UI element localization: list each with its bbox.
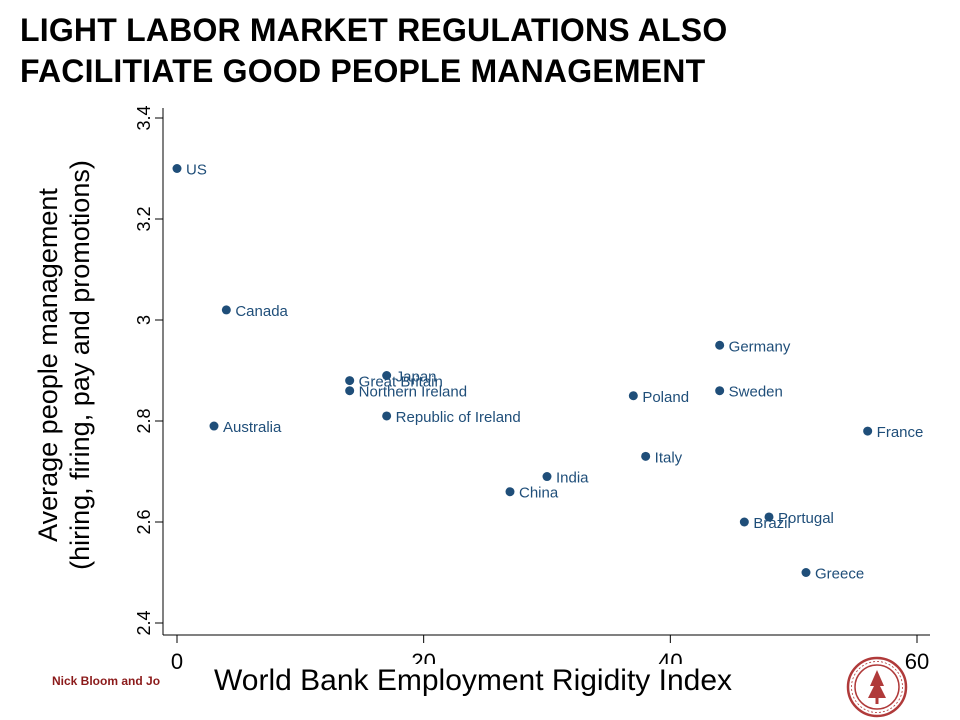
x-tick-label: 60 [905,649,929,674]
data-point: Republic of Ireland [382,409,521,426]
point-marker [739,517,749,527]
data-point: Brazil [739,515,791,532]
y-axis-label-line-1: Average people management [33,188,63,542]
point-marker [345,376,355,386]
data-point: Great Britain [345,374,443,391]
point-label: France [877,424,924,441]
data-point: Greece [801,566,864,583]
point-label: Sweden [729,384,783,401]
point-label: Germany [729,338,791,355]
x-tick-label: 0 [171,649,183,674]
point-label: Great Britain [359,374,443,391]
slide-title-line-2: FACILITIATE GOOD PEOPLE MANAGEMENT [20,53,706,89]
data-point: Sweden [715,384,783,401]
data-point: India [542,470,589,487]
point-marker [382,411,392,421]
point-marker [221,305,231,315]
point-marker [172,164,182,173]
point-label: Republic of Ireland [396,409,521,426]
data-point: US [172,162,207,179]
point-marker [209,421,219,431]
point-marker [505,487,515,497]
point-label: Greece [815,566,864,583]
data-point: Northern Ireland [345,384,467,401]
university-seal-icon [846,656,908,718]
point-label: Brazil [753,515,791,532]
data-point: Canada [221,303,289,320]
point-marker [863,426,873,436]
point-label: Italy [655,449,683,466]
y-tick-label: 3.4 [134,105,154,130]
point-marker [801,568,811,577]
point-marker [382,371,392,381]
point-label: Northern Ireland [359,384,467,401]
data-point: China [505,485,559,502]
point-label: Canada [235,303,288,320]
data-point: Portugal [764,510,834,527]
point-label: Portugal [778,510,834,527]
point-label: Poland [642,389,689,406]
x-axis-label: World Bank Employment Rigidity Index [208,664,738,698]
y-tick-label: 3 [134,315,154,325]
point-marker [628,391,638,401]
y-tick-label: 2.6 [134,509,154,534]
data-point: Japan [382,369,437,386]
y-axis-label-line-2: (hiring, firing, pay and promotions) [65,160,95,570]
point-label: India [556,470,589,487]
point-label: Japan [396,369,437,386]
footer-author: Nick Bloom and Jo [52,674,161,688]
point-label: China [519,485,559,502]
point-marker [764,512,774,522]
point-marker [542,472,552,482]
point-label: US [186,162,207,179]
data-point: Australia [209,419,282,436]
y-tick-label: 3.2 [134,206,154,231]
y-tick-label: 2.8 [134,408,154,433]
data-point: Germany [715,338,791,355]
point-marker [715,340,725,350]
point-label: Australia [223,419,282,436]
slide-title-line-1: LIGHT LABOR MARKET REGULATIONS ALSO [20,12,728,48]
data-point: Italy [641,449,683,466]
chart-axes: 2.42.62.833.23.40 20 40 60 [134,105,930,674]
point-marker [345,386,355,396]
y-tick-label: 2.4 [134,610,154,635]
data-point: France [863,424,923,441]
point-marker [715,386,725,396]
slide-title: LIGHT LABOR MARKET REGULATIONS ALSO FACI… [20,10,920,92]
point-marker [641,451,651,461]
data-point: Poland [628,389,689,406]
